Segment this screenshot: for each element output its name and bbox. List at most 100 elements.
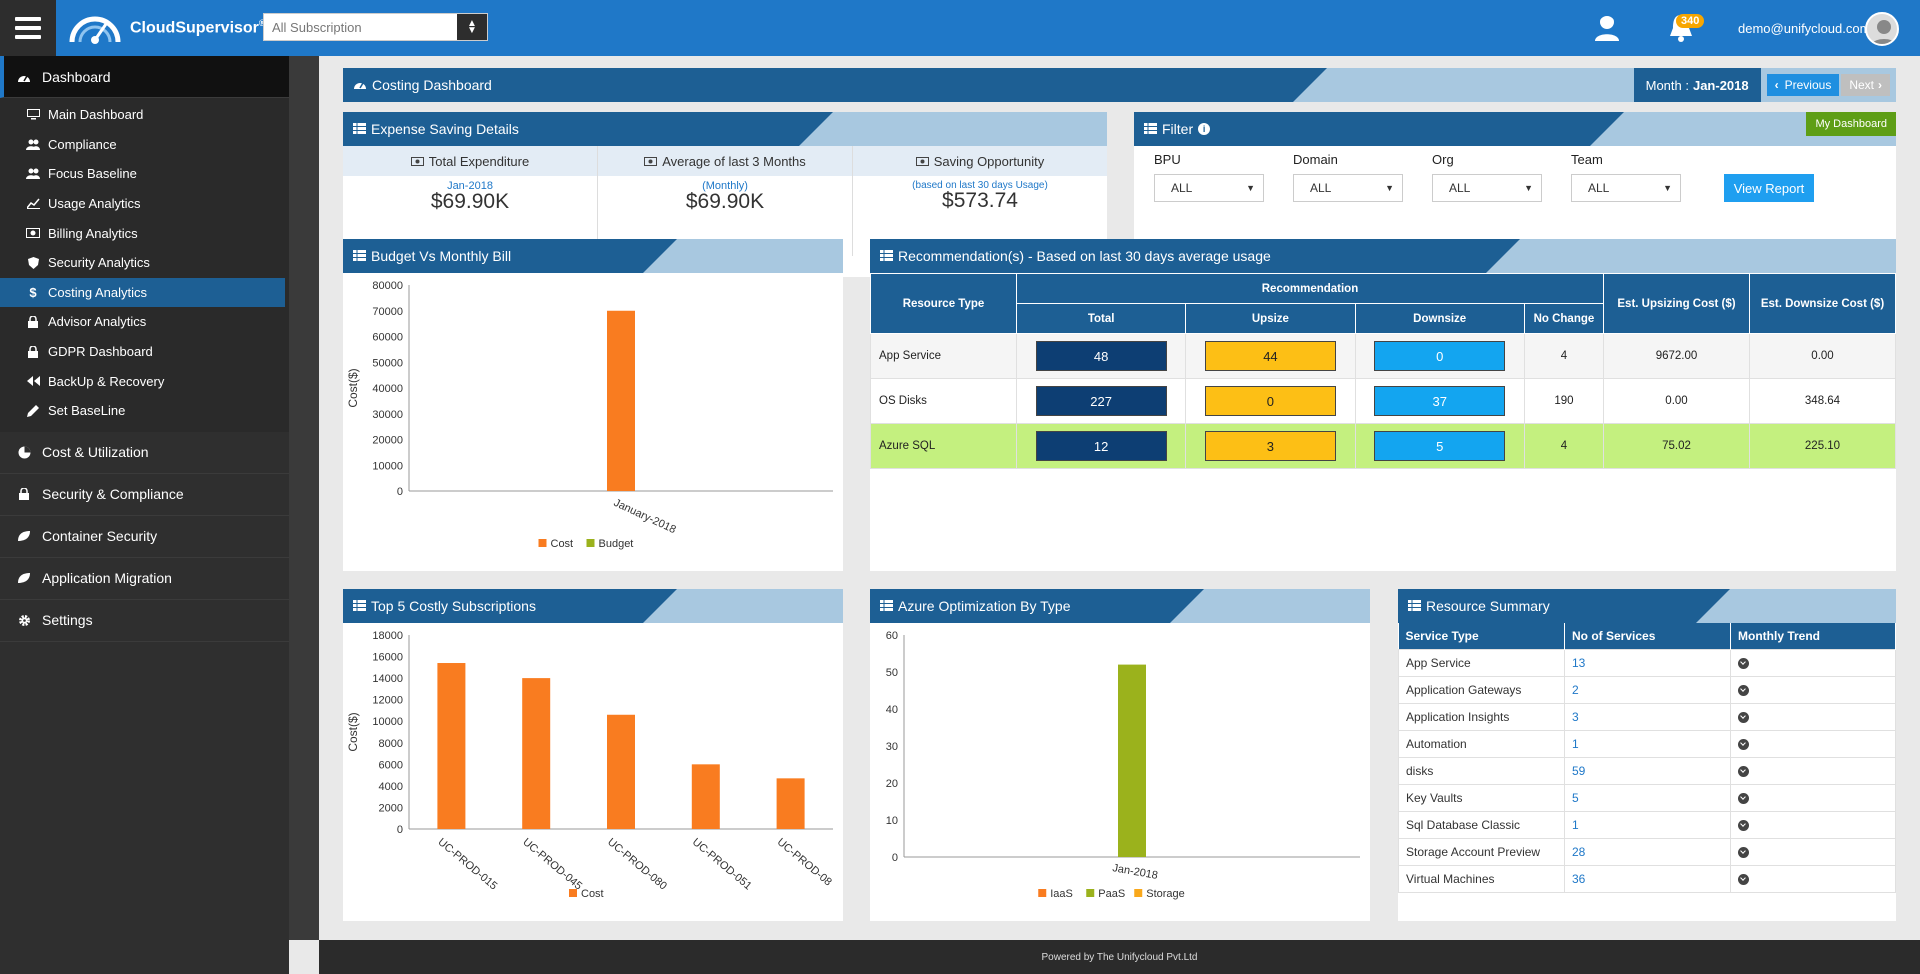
backward-icon (26, 376, 40, 387)
trend-cell (1730, 756, 1896, 785)
sidebar-item-backup-recovery[interactable]: BackUp & Recovery (0, 366, 289, 396)
chevron-circle-down-icon[interactable] (1738, 711, 1749, 723)
upsize-count-link[interactable]: 3 (1204, 431, 1336, 461)
panel-header: Azure Optimization By Type (870, 589, 1370, 623)
service-count-link[interactable]: 5 (1564, 783, 1731, 812)
sidebar-item-focus-baseline[interactable]: Focus Baseline (0, 159, 289, 189)
sidebar-item-compliance[interactable]: Compliance (0, 130, 289, 160)
service-count-link[interactable]: 59 (1564, 756, 1731, 785)
sidebar-item-security-analytics[interactable]: Security Analytics (0, 248, 289, 278)
upsize-count-link[interactable]: 0 (1204, 386, 1336, 416)
downsize-count-link[interactable]: 37 (1374, 386, 1506, 416)
panel-header: Expense Saving Details (343, 112, 1107, 146)
service-count-link[interactable]: 1 (1564, 729, 1731, 758)
line-chart-icon (26, 198, 40, 210)
sidebar-item-label: GDPR Dashboard (48, 344, 153, 360)
sidebar-item-usage-analytics[interactable]: Usage Analytics (0, 189, 289, 219)
sidebar-item-container-security[interactable]: Container Security (0, 516, 289, 558)
x-tick-label: UC-PROD-08 (775, 836, 834, 888)
service-count-link[interactable]: 1 (1564, 810, 1731, 839)
chevron-circle-down-icon[interactable] (1738, 846, 1749, 858)
sidebar-item-set-baseline[interactable]: Set BaseLine (0, 396, 289, 426)
sidebar-item-label: Dashboard (42, 68, 111, 85)
subscription-select[interactable]: All Subscription ▲ ▼ (263, 13, 488, 41)
legend-entry: IaaS (1050, 888, 1073, 900)
service-type-cell: Sql Database Classic (1398, 810, 1565, 839)
y-tick-label: 40 (886, 704, 898, 716)
sidebar-item-label: Billing Analytics (48, 225, 138, 241)
chevron-circle-down-icon[interactable] (1738, 819, 1749, 831)
avatar[interactable] (1865, 12, 1899, 46)
sidebar-item-settings[interactable]: Settings (0, 600, 289, 642)
sidebar-item-security-compliance[interactable]: Security & Compliance (0, 474, 289, 516)
sidebar-item-label: Set BaseLine (48, 403, 126, 419)
view-report-button[interactable]: View Report (1724, 174, 1814, 202)
col-downsize: Downsize (1354, 303, 1525, 334)
chevron-circle-down-icon[interactable] (1738, 657, 1749, 669)
user-email[interactable]: demo@unifycloud.com (1738, 21, 1871, 36)
trend-cell (1730, 864, 1896, 893)
total-count-link[interactable]: 48 (1035, 341, 1167, 371)
y-tick-label: 30000 (372, 409, 403, 421)
downsize-cost-cell: 0.00 (1749, 333, 1896, 379)
chevron-circle-down-icon[interactable] (1738, 738, 1749, 750)
notification-count-badge: 340 (1676, 14, 1705, 28)
sidebar-item-costing-analytics[interactable]: $ Costing Analytics (0, 277, 285, 308)
resource-summary-panel: Resource Summary Service Type No of Serv… (1398, 589, 1896, 921)
org-select[interactable]: ALL ▼ (1432, 174, 1542, 202)
total-cell: 48 (1015, 333, 1187, 379)
y-tick-label: 50000 (372, 357, 403, 369)
upsize-cell: 44 (1185, 333, 1356, 379)
select-value: ALL (1171, 181, 1193, 195)
chevron-circle-down-icon[interactable] (1738, 765, 1749, 777)
y-tick-label: 20000 (372, 435, 403, 447)
service-count-link[interactable]: 36 (1564, 864, 1731, 893)
next-month-button[interactable]: Next › (1841, 74, 1890, 96)
y-tick-label: 50 (886, 667, 898, 679)
y-axis-label: Cost($) (346, 368, 360, 407)
resource-type-cell: OS Disks (870, 378, 1017, 424)
table-row: disks 59 (1398, 756, 1896, 785)
service-count-link[interactable]: 2 (1564, 675, 1731, 704)
info-icon[interactable]: i (1198, 123, 1211, 135)
team-select[interactable]: ALL ▼ (1571, 174, 1681, 202)
table-icon (1408, 598, 1421, 614)
sidebar-item-cost-utilization[interactable]: Cost & Utilization (0, 432, 289, 474)
trend-cell (1730, 810, 1896, 839)
previous-month-button[interactable]: ‹ Previous (1766, 74, 1840, 96)
chevron-left-icon: ‹ (1774, 78, 1779, 92)
service-count-link[interactable]: 28 (1564, 837, 1731, 866)
lock-icon (16, 488, 32, 501)
brand-logo[interactable]: CloudSupervisor® (66, 4, 266, 52)
y-tick-label: 12000 (372, 695, 403, 707)
bpu-select[interactable]: ALL ▼ (1154, 174, 1264, 202)
service-count-link[interactable]: 13 (1564, 648, 1731, 677)
service-type-cell: disks (1398, 756, 1565, 785)
my-dashboard-button[interactable]: My Dashboard (1806, 112, 1896, 136)
sidebar-item-dashboard[interactable]: Dashboard (0, 56, 289, 98)
chevron-circle-down-icon[interactable] (1738, 684, 1749, 696)
sidebar-item-application-migration[interactable]: Application Migration (0, 558, 289, 600)
users-icon (26, 139, 40, 150)
domain-select[interactable]: ALL ▼ (1293, 174, 1403, 202)
money-icon (915, 154, 929, 169)
chevron-circle-down-icon[interactable] (1738, 873, 1749, 885)
downsize-count-link[interactable]: 5 (1374, 431, 1506, 461)
chevron-circle-down-icon[interactable] (1738, 792, 1749, 804)
sidebar-item-main-dashboard[interactable]: Main Dashboard (0, 100, 289, 130)
panel-title-text: Budget Vs Monthly Bill (371, 248, 512, 264)
sidebar-item-billing-analytics[interactable]: Billing Analytics (0, 218, 289, 248)
menu-toggle-button[interactable] (0, 0, 56, 56)
y-tick-label: 70000 (372, 306, 403, 318)
resource-summary-table: Service Type No of Services Monthly Tren… (1398, 623, 1896, 893)
support-agent-icon[interactable] (1592, 12, 1622, 45)
upsize-count-link[interactable]: 44 (1204, 341, 1336, 371)
sidebar-item-advisor-analytics[interactable]: Advisor Analytics (0, 307, 289, 337)
downsize-count-link[interactable]: 0 (1374, 341, 1506, 371)
panel-title: Resource Summary (1398, 589, 1730, 623)
total-count-link[interactable]: 227 (1035, 386, 1167, 416)
sidebar-item-label: Compliance (48, 136, 117, 152)
sidebar-item-gdpr-dashboard[interactable]: GDPR Dashboard (0, 337, 289, 367)
total-count-link[interactable]: 12 (1035, 431, 1167, 461)
service-count-link[interactable]: 3 (1564, 702, 1731, 731)
